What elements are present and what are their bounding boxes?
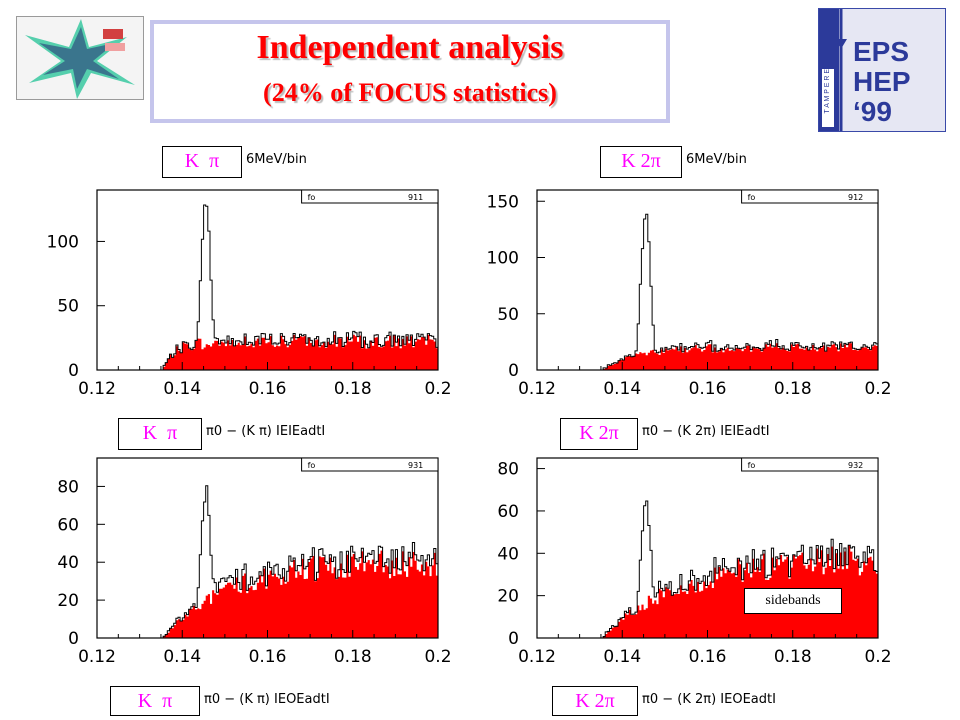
- mode-box-kpi-bottom-left: K π: [110, 686, 200, 716]
- y-tick-label: 80: [497, 460, 519, 480]
- x-tick-label: 0.18: [334, 647, 372, 667]
- y-tick-label: 100: [47, 232, 79, 252]
- signal-histogram-line: [537, 213, 878, 371]
- x-tick-label: 0.16: [249, 647, 287, 667]
- y-tick-label: 40: [57, 553, 79, 573]
- hep-text: HEP: [853, 66, 911, 97]
- stats-box: [301, 457, 439, 472]
- histogram-k2pi-ieoe: fo 932 0.12 0.14 0.16 0.18 0.2 0 20 40 60 80: [497, 457, 892, 667]
- stats-box: [741, 189, 879, 204]
- y-tick-label: 50: [57, 297, 79, 317]
- x-tick-label: 0.12: [78, 379, 116, 399]
- mode-box-k2pi-mid-right: K 2π: [560, 418, 638, 450]
- x-tick-label: 0.18: [774, 379, 812, 399]
- eps-hep99-logo: T A M P E R E EPS HEP ‘99: [818, 8, 946, 132]
- x-tick-label: 0.16: [249, 379, 287, 399]
- histogram-id: 911: [408, 193, 423, 202]
- slide-subtitle: (24% of FOCUS statistics): [263, 78, 557, 107]
- x-tick-label: 0.14: [163, 379, 201, 399]
- hist-title-bottom-right: π0 − (K 2π) IEOEadtI: [642, 692, 776, 707]
- y-tick-label: 0: [68, 361, 79, 381]
- y-tick-label: 100: [487, 249, 519, 269]
- y-tick-label: 20: [57, 591, 79, 611]
- y-tick-label: 60: [497, 502, 519, 522]
- x-tick-label: 0.2: [424, 379, 451, 399]
- y-tick-label: 50: [497, 305, 519, 325]
- histogram-kpi-ieie: fo 911 0.12 0.14 0.16 0.18 0.2 0 50 100: [47, 189, 452, 399]
- y-tick-label: 0: [508, 629, 519, 649]
- x-tick-label: 0.16: [689, 379, 727, 399]
- stats-label: fo: [308, 193, 316, 202]
- x-tick-label: 0.12: [518, 647, 556, 667]
- sideband-histogram-fill: [97, 550, 438, 638]
- x-tick-label: 0.14: [603, 379, 641, 399]
- hist-title-mid-left: π0 − (K π) IEIEadtI: [206, 424, 326, 439]
- mode-box-k2pi-bottom-right: K 2π: [552, 686, 638, 716]
- y-tick-label: 150: [487, 192, 519, 212]
- eps-text: EPS: [853, 36, 910, 67]
- bin-label-top-left: 6MeV/bin: [246, 152, 307, 167]
- signal-histogram-line: [537, 500, 878, 639]
- stats-label: fo: [748, 193, 756, 202]
- y-tick-label: 60: [57, 515, 79, 535]
- hist-title-bottom-left: π0 − (K π) IEOEadtI: [204, 692, 330, 707]
- sideband-histogram-fill: [97, 334, 438, 370]
- sidebands-label: sidebands: [744, 588, 842, 614]
- mode-box-kpi-top-left: K π: [162, 146, 242, 178]
- histogram-id: 932: [848, 461, 863, 470]
- x-tick-label: 0.18: [334, 379, 372, 399]
- stats-box: [741, 457, 879, 472]
- y-tick-label: 20: [497, 587, 519, 607]
- x-tick-label: 0.12: [518, 379, 556, 399]
- signal-histogram-line: [97, 204, 438, 371]
- stats-box: [301, 189, 439, 204]
- year-text: ‘99: [853, 96, 892, 127]
- stats-label: fo: [308, 461, 316, 470]
- focus-logo: [16, 16, 144, 100]
- y-tick-label: 40: [497, 544, 519, 564]
- x-tick-label: 0.16: [689, 647, 727, 667]
- x-tick-label: 0.2: [864, 647, 891, 667]
- x-tick-label: 0.14: [163, 647, 201, 667]
- hist-title-mid-right: π0 − (K 2π) IEIEadtI: [642, 424, 770, 439]
- histogram-id: 931: [408, 461, 423, 470]
- mode-box-k2pi-top-right: K 2π: [600, 146, 682, 178]
- bin-label-top-right: 6MeV/bin: [686, 152, 747, 167]
- x-tick-label: 0.14: [603, 647, 641, 667]
- histogram-k2pi-ieie: fo 912 0.12 0.14 0.16 0.18 0.2 0 50 100 150: [487, 189, 892, 399]
- x-tick-label: 0.2: [424, 647, 451, 667]
- y-tick-label: 0: [508, 361, 519, 381]
- title-box: Independent analysis (24% of FOCUS stati…: [150, 20, 670, 123]
- x-tick-label: 0.2: [864, 379, 891, 399]
- y-tick-label: 0: [68, 629, 79, 649]
- stats-label: fo: [748, 461, 756, 470]
- slide-title: Independent analysis: [256, 29, 564, 66]
- x-tick-label: 0.12: [78, 647, 116, 667]
- signal-histogram-line: [97, 485, 438, 639]
- sideband-histogram-fill: [537, 545, 878, 638]
- histogram-kpi-ieoe: fo 931 0.12 0.14 0.16 0.18 0.2 0 20 40 60 80: [57, 457, 452, 667]
- y-tick-label: 80: [57, 477, 79, 497]
- histogram-id: 912: [848, 193, 863, 202]
- x-tick-label: 0.18: [774, 647, 812, 667]
- mode-box-kpi-mid-left: K π: [118, 418, 202, 450]
